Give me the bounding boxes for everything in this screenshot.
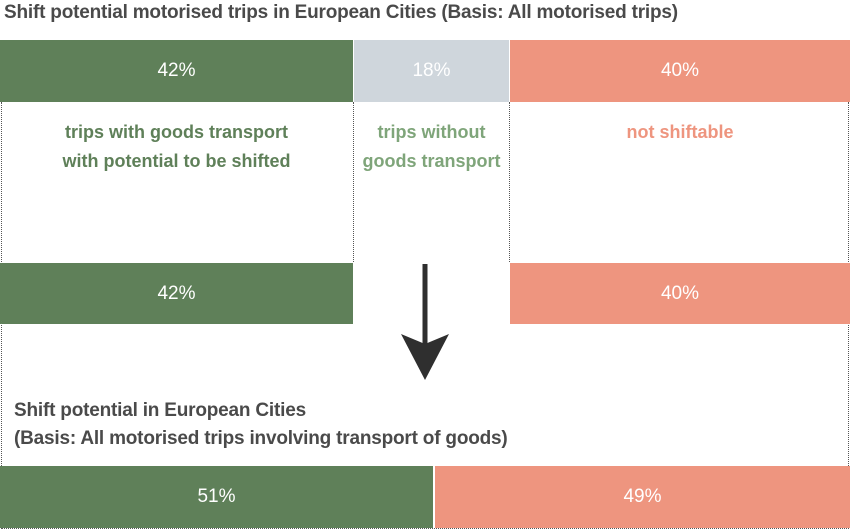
chart-title-top: Shift potential motorised trips in Europ…	[4, 2, 678, 23]
category-label-without: trips without goods transport	[354, 118, 509, 176]
bar-top-not-shiftable: 40%	[510, 40, 850, 102]
category-label-not-shiftable: not shiftable	[510, 118, 850, 147]
bar-middle-shiftable: 42%	[0, 263, 353, 324]
divider-shiftable	[353, 102, 354, 262]
category-label-shiftable-line-1: trips with goods transport	[65, 122, 288, 142]
bar-top-shiftable: 42%	[0, 40, 353, 102]
divider-not-shiftable	[509, 102, 510, 262]
divider-bottom	[1, 528, 849, 529]
arrow-down-icon	[401, 264, 449, 380]
category-label-shiftable: trips with goods transport with potentia…	[0, 118, 353, 176]
category-label-shiftable-line-2: with potential to be shifted	[62, 151, 291, 171]
arrow-head	[401, 334, 449, 380]
category-label-without-line-2: goods transport	[362, 151, 501, 171]
bar-middle-not-shiftable: 40%	[510, 263, 850, 324]
bar-top-without: 18%	[354, 40, 509, 102]
bar-bottom-not-shiftable: 49%	[435, 466, 850, 528]
chart-title-bottom-line-1: Shift potential in European Cities	[14, 400, 306, 421]
category-label-not-shiftable-line-1: not shiftable	[626, 122, 734, 142]
bar-bottom-shiftable: 51%	[0, 466, 433, 528]
category-label-without-line-1: trips without	[377, 122, 486, 142]
chart-title-bottom-line-2: (Basis: All motorised trips involving tr…	[14, 428, 508, 449]
